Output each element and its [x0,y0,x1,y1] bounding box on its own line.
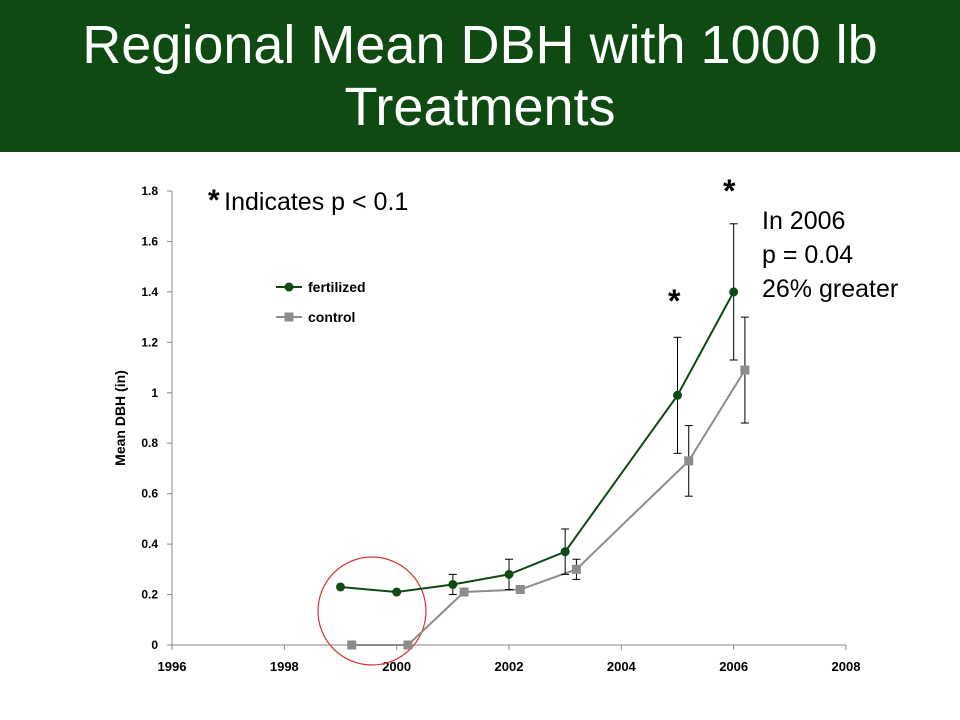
x-tick-label: 1998 [270,659,299,674]
note-line-pvalue: p = 0.04 [762,241,854,269]
point-fertilized [504,569,514,579]
y-tick-label: 0.2 [141,588,158,602]
point-control [403,640,413,650]
note-line-year: In 2006 [762,207,846,235]
significance-legend: * Indicates p < 0.1 [208,184,408,218]
y-tick-label: 0.6 [141,487,158,501]
significance-text: Indicates p < 0.1 [224,188,409,216]
result-note: In 2006 p = 0.04 26% greater [762,204,898,306]
x-tick-label: 2008 [832,659,861,674]
point-fertilized [560,547,570,557]
point-fertilized [336,582,345,592]
y-tick-label: 0.8 [141,436,158,450]
highlight-circle [317,556,427,666]
title-bar: Regional Mean DBH with 1000 lb Treatment… [0,0,960,152]
point-control [740,365,750,375]
legend-label-fertilized: fertilized [308,279,366,295]
point-fertilized [392,587,402,597]
point-control [684,456,694,466]
y-tick-label: 1 [151,386,158,400]
x-tick-label: 2002 [495,659,524,674]
legend-label-control: control [308,309,355,325]
y-tick-label: 1.6 [141,234,158,248]
point-control [515,585,525,595]
point-fertilized [729,287,739,297]
series-line-control [351,369,746,646]
star-2006: * [723,173,736,209]
y-tick-label: 0 [151,638,158,652]
point-control [347,640,357,650]
x-tick-label: 1996 [158,659,187,674]
y-tick-label: 0.4 [141,537,158,551]
point-control [459,587,469,597]
legend-marker-control [284,312,294,322]
significance-star: * [208,184,220,217]
note-line-percent: 26% greater [762,275,899,303]
x-tick-label: 2004 [607,659,637,674]
point-control [571,564,581,574]
slide-title: Regional Mean DBH with 1000 lb Treatment… [82,15,878,137]
x-tick-label: 2000 [382,659,411,674]
y-tick-label: 1.2 [141,335,158,349]
point-fertilized [448,579,458,589]
star-2005: * [668,283,681,319]
point-fertilized [673,390,682,400]
x-tick-label: 2006 [719,659,748,674]
y-axis-label: Mean DBH (in) [112,370,128,466]
y-tick-label: 1.8 [141,184,158,198]
y-tick-label: 1.4 [141,285,158,299]
legend-marker-fertilized [284,282,294,292]
